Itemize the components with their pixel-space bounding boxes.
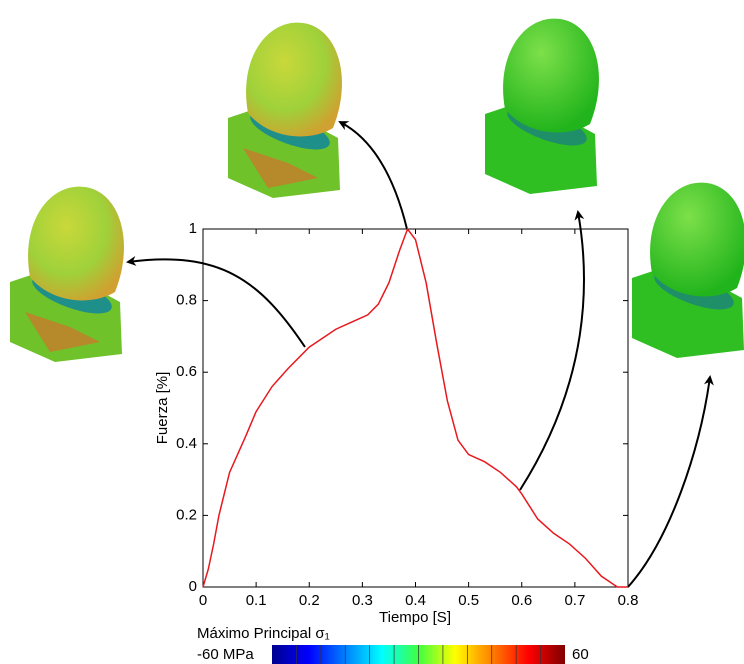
y-tick-label: 0: [189, 578, 197, 595]
x-tick-label: 0.1: [246, 592, 267, 609]
arrow: [520, 212, 584, 490]
colorbar-label: Máximo Principal σ₁: [197, 625, 330, 642]
x-tick-label: 0.3: [352, 592, 373, 609]
arrow: [340, 122, 407, 229]
y-tick-label: 1: [189, 220, 197, 237]
x-tick-label: 0.2: [299, 592, 320, 609]
y-tick-label: 0.6: [176, 363, 197, 380]
colorbar-min-label: -60 MPa: [197, 646, 254, 663]
data-line: [203, 229, 628, 587]
x-tick-label: 0: [199, 592, 207, 609]
y-tick-label: 0.4: [176, 435, 197, 452]
arrow: [128, 259, 305, 347]
arrow: [628, 377, 710, 587]
colorbar-max-label: 60: [572, 646, 589, 663]
model-image: [485, 19, 599, 194]
figure: Tiempo [S] Fuerza [%] Máximo Principal σ…: [0, 0, 744, 664]
y-tick-label: 0.2: [176, 506, 197, 523]
plot-frame: [203, 229, 628, 587]
x-tick-label: 0.5: [458, 592, 479, 609]
x-tick-label: 0.4: [405, 592, 426, 609]
x-tick-label: 0.6: [511, 592, 532, 609]
x-tick-label: 0.7: [564, 592, 585, 609]
x-axis-label: Tiempo [S]: [379, 609, 451, 626]
model-image: [228, 23, 342, 198]
model-image: [10, 187, 124, 362]
y-tick-label: 0.8: [176, 292, 197, 309]
model-image: [632, 183, 744, 358]
y-axis-label: Fuerza [%]: [154, 372, 171, 445]
x-tick-label: 0.8: [618, 592, 639, 609]
